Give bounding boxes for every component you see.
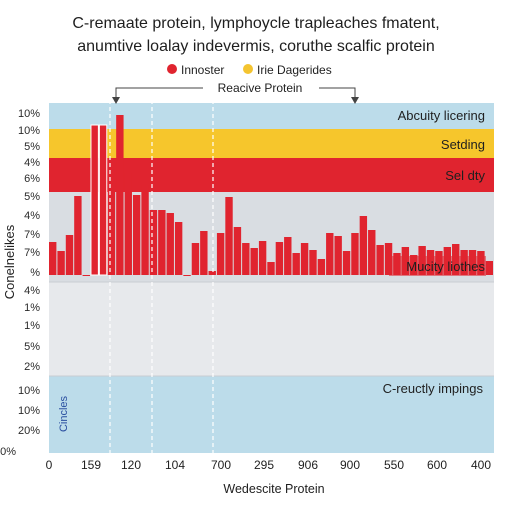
bar (65, 235, 74, 275)
y-tick-label: 5% (24, 191, 40, 203)
y-tick-label: % (30, 267, 40, 279)
bar (267, 262, 275, 275)
plot-area: Abcuity licering Setding Sel dty Mucity lio… (0, 81, 494, 472)
band-2 (49, 129, 494, 158)
bar (74, 196, 82, 275)
x-tick-label: 159 (81, 458, 101, 472)
bar (258, 241, 267, 275)
x-tick-label: 400 (471, 458, 491, 472)
legend-label-irie-dagerides: Irie Dagerides (257, 63, 332, 77)
chart-title-line-2: anumtive loalay indevermis, coruthe scal… (77, 38, 435, 55)
bar (292, 253, 300, 275)
bar (158, 210, 166, 275)
y-tick-label: 7% (24, 229, 40, 241)
y-tick-label: 7% (24, 247, 40, 259)
bar (309, 250, 317, 275)
band-label: C-reuctly impings (383, 381, 484, 396)
y-tick-label: 5% (24, 341, 40, 353)
annotation-arrow-right (351, 97, 359, 104)
y-tick-label: 1% (24, 320, 40, 332)
band-label: Mucity liothes (406, 259, 485, 274)
band-label: Sel dty (445, 168, 485, 183)
x-tick-label: 906 (298, 458, 318, 472)
y-tick-label: 6% (24, 173, 40, 185)
y-tick-label: 10% (18, 108, 40, 120)
x-axis-label: Wedescite Protein (223, 482, 324, 496)
bar (250, 248, 258, 275)
y-tick-label: 4% (24, 285, 40, 297)
x-tick-label: 900 (340, 458, 360, 472)
annotation-bracket-right (319, 87, 356, 101)
y-tick-label: 4% (24, 210, 40, 222)
bar (49, 242, 57, 275)
bar (116, 115, 124, 275)
band-label: Setding (441, 137, 485, 152)
bar (90, 124, 99, 276)
x-tick-label: 0 (46, 458, 53, 472)
annotation-arrow-left (112, 97, 120, 104)
inner-axis-label: Cincles (58, 395, 70, 432)
bar (183, 275, 191, 276)
band-label-backdrop (389, 256, 486, 276)
legend-swatch-innoster (167, 64, 177, 74)
bar (317, 259, 326, 275)
bar (342, 251, 351, 275)
bar (225, 197, 233, 275)
legend-label-innoster: Innoster (181, 63, 224, 77)
bar (174, 222, 183, 275)
band-5 (49, 282, 494, 376)
bar (57, 251, 65, 275)
bar (384, 243, 393, 275)
bar (98, 124, 108, 276)
bar (300, 243, 309, 275)
annotation-bracket-left (115, 87, 203, 101)
top-annotation: Reacive Protein (218, 81, 303, 95)
bar (149, 210, 158, 275)
bar (166, 213, 174, 275)
y-tick-label: 20% (0, 446, 16, 458)
bar (368, 230, 376, 275)
bar (351, 233, 359, 275)
band-3 (49, 158, 494, 192)
bar (485, 261, 493, 275)
bar (334, 236, 342, 275)
y-tick-label: 2% (24, 361, 40, 373)
x-tick-label: 295 (254, 458, 274, 472)
legend-swatch-irie-dagerides (243, 64, 253, 74)
y-axis-label: Conelnelikes (2, 224, 17, 299)
y-tick-label: 5% (24, 141, 40, 153)
bar (82, 275, 90, 276)
bar (376, 245, 384, 275)
bar (141, 185, 149, 275)
bar (275, 242, 284, 275)
bar (132, 195, 141, 275)
bar (124, 173, 132, 275)
bar (284, 237, 292, 275)
bar (191, 243, 200, 275)
y-tick-label: 1% (24, 302, 40, 314)
bar (242, 243, 250, 275)
x-tick-label: 600 (427, 458, 447, 472)
x-tick-label: 104 (165, 458, 185, 472)
bar (326, 233, 334, 275)
bar (200, 231, 208, 275)
band-label: Abcuity licering (398, 108, 485, 123)
bar (216, 233, 225, 275)
bar (359, 216, 368, 275)
band-6 (49, 376, 494, 453)
chart-title-line-1: C-remaate protein, lymphoycle trapleache… (72, 15, 439, 32)
y-tick-label: 10% (18, 125, 40, 137)
x-tick-label: 700 (211, 458, 231, 472)
y-tick-label: 20% (18, 425, 40, 437)
x-tick-label: 550 (384, 458, 404, 472)
bar (208, 271, 216, 275)
bar (233, 227, 242, 275)
x-tick-label: 120 (121, 458, 141, 472)
y-tick-label: 10% (18, 405, 40, 417)
y-tick-label: 4% (24, 157, 40, 169)
y-tick-label: 10% (18, 385, 40, 397)
bar (107, 177, 116, 275)
